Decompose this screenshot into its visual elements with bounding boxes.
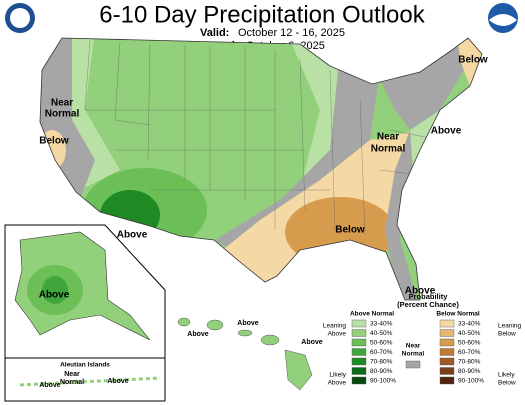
leaning-below: Below — [498, 331, 516, 338]
near-swatch — [405, 360, 421, 369]
alaska-above-60 — [42, 276, 68, 304]
above-bin-label: 70-80% — [370, 359, 393, 366]
above-swatch — [351, 338, 367, 347]
below-swatch — [439, 376, 455, 385]
aleutian-title: Aleutian Islands — [60, 362, 110, 369]
region-near-central — [215, 50, 380, 250]
label-west-near: Near — [51, 98, 73, 109]
below-swatch — [439, 319, 455, 328]
near-label: Normal — [402, 351, 425, 358]
conus-outline — [39, 37, 483, 301]
below-swatch — [439, 348, 455, 356]
aleutian-above: Above — [107, 378, 129, 385]
above-bin-label: 80-90% — [370, 368, 393, 375]
hawaii-above: Above — [187, 331, 209, 338]
aleutian-near: Normal — [60, 379, 84, 386]
leaning-above: Leaning — [323, 323, 347, 330]
likely-below: Below — [498, 380, 516, 387]
above-swatch — [351, 357, 367, 366]
above-bin-label: 50-60% — [370, 340, 393, 347]
title: 6-10 Day Precipitation Outlook — [99, 1, 426, 28]
label-fl-above: Above — [405, 286, 436, 297]
below-swatch — [439, 357, 455, 366]
hawaii-above: Above — [237, 320, 259, 327]
below-bin-label: 50-60% — [458, 340, 481, 347]
below-bin-label: 40-50% — [458, 330, 481, 337]
region-near-east — [380, 45, 470, 300]
state-lines — [84, 39, 441, 236]
above-bin-label: 40-50% — [370, 330, 393, 337]
label-ne-below: Below — [458, 55, 488, 66]
valid-dates: October 12 - 16, 2025 — [238, 27, 345, 39]
leaning-below: Leaning — [498, 323, 522, 330]
below-swatch — [439, 329, 455, 337]
conus — [40, 38, 482, 300]
noaa-logo-bird — [489, 14, 517, 26]
above-bin-label: 60-70% — [370, 349, 393, 356]
above-swatch — [351, 367, 367, 375]
below-bin-label: 33-40% — [458, 321, 481, 328]
above-bin-label: 90-100% — [370, 378, 396, 385]
aleutian-near: Near — [64, 371, 80, 378]
doc-logo-inner — [10, 8, 30, 28]
aleutian-above: Above — [39, 382, 61, 389]
legend-title: (Percent Chance) — [397, 300, 459, 309]
below-bin-label: 60-70% — [458, 349, 481, 356]
label-east-near: Normal — [371, 144, 406, 155]
valid-label: Valid: — [200, 27, 229, 39]
above-swatch — [351, 319, 367, 328]
above-swatch — [351, 376, 367, 385]
below-bin-label: 90-100% — [458, 378, 484, 385]
below-bin-label: 80-90% — [458, 368, 481, 375]
label-ne-above: Above — [431, 126, 462, 137]
label-sw-above: Above — [117, 230, 148, 241]
likely-above: Above — [328, 380, 347, 387]
aleutian-inset — [4, 357, 166, 402]
label-west-near: Normal — [45, 109, 80, 120]
above-swatch — [351, 348, 367, 356]
above-heading: Above Normal — [350, 311, 394, 318]
likely-below: Likely — [498, 372, 515, 379]
label-east-near: Near — [377, 132, 399, 143]
below-heading: Below Normal — [436, 311, 480, 318]
likely-above: Likely — [329, 372, 346, 379]
label-ca-below: Below — [39, 136, 69, 147]
label-alaska-above: Above — [39, 290, 70, 301]
below-swatch — [439, 367, 455, 375]
region-below-ne — [458, 40, 482, 86]
hawaii-above: Above — [301, 339, 323, 346]
label-se-below: Below — [335, 225, 365, 236]
legend-title: Probability — [409, 292, 449, 301]
near-label: Near — [406, 343, 421, 350]
below-bin-label: 70-80% — [458, 359, 481, 366]
above-bin-label: 33-40% — [370, 321, 393, 328]
below-swatch — [439, 338, 455, 347]
aleutian-islands — [19, 376, 161, 387]
legend: Probability (Percent Chance) Above Norma… — [323, 292, 522, 387]
leaning-above: Above — [328, 331, 347, 338]
hawaii-islands — [177, 317, 313, 391]
above-swatch — [351, 329, 367, 337]
